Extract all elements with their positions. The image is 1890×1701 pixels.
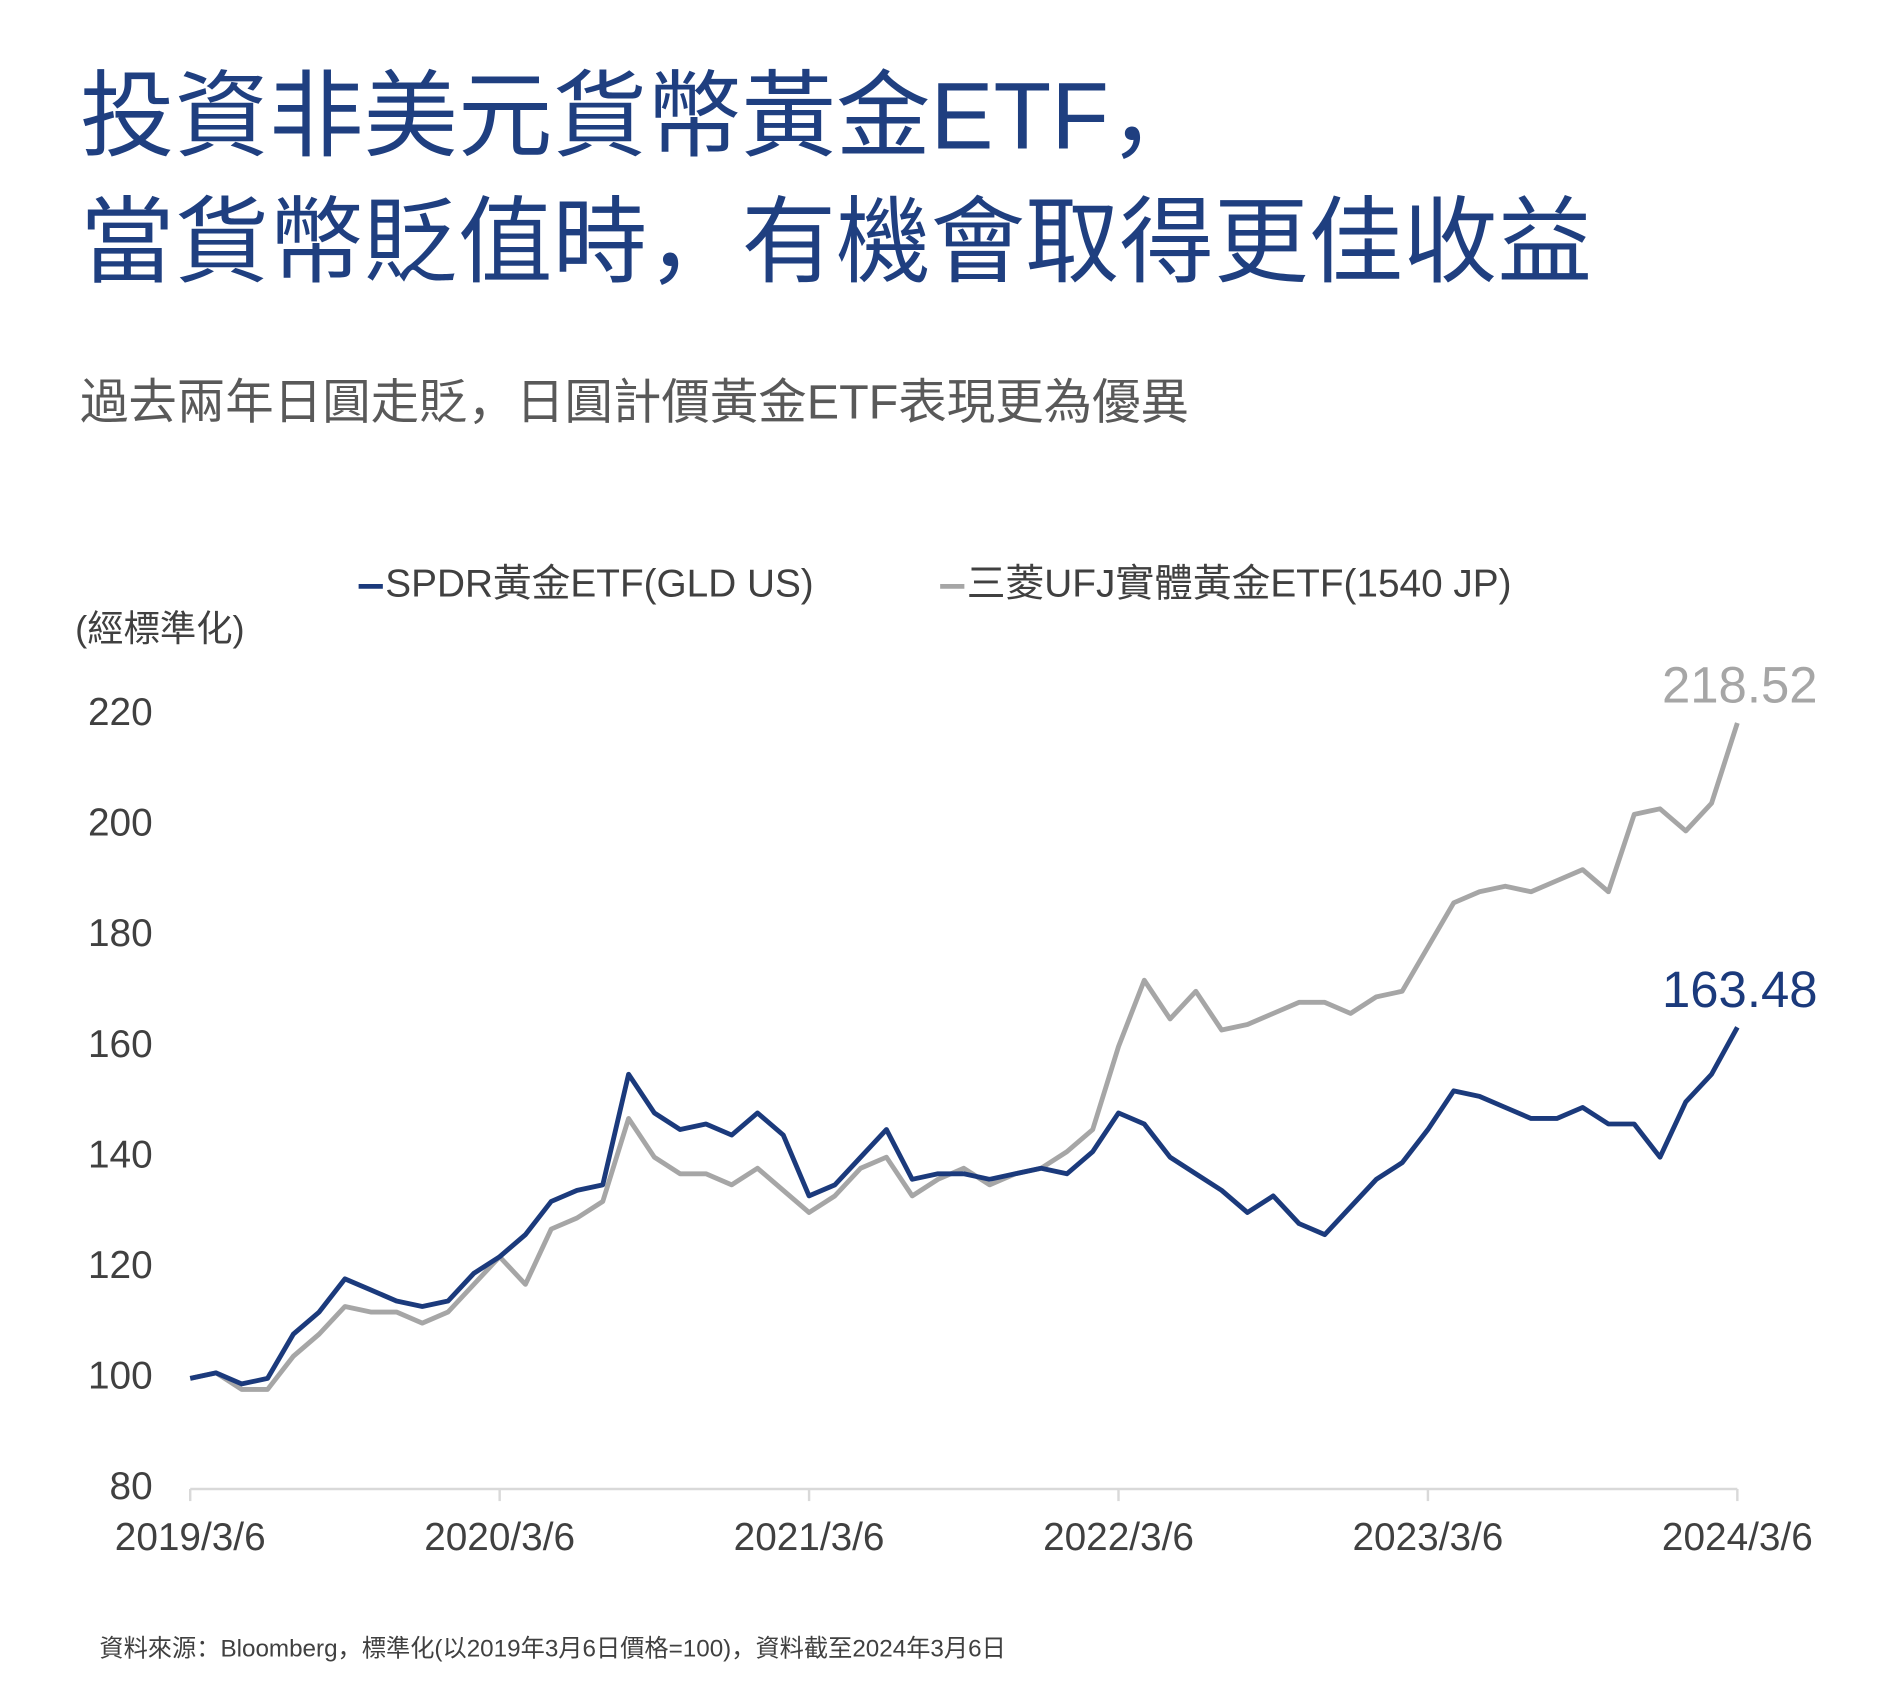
x-tick-label: 2019/3/6 xyxy=(115,1516,266,1559)
y-axis-label: (經標準化) xyxy=(75,608,245,649)
x-tick-label: 2024/3/6 xyxy=(1662,1516,1813,1559)
series-line xyxy=(189,1026,1740,1387)
value-label: 218.52 xyxy=(1662,657,1818,714)
y-tick-label: 140 xyxy=(88,1133,153,1176)
legend-label: SPDR黃金ETF(GLD US) xyxy=(385,563,813,606)
y-tick-label: 160 xyxy=(88,1023,153,1066)
x-tick-label: 2020/3/6 xyxy=(424,1516,575,1559)
x-tick-label: 2022/3/6 xyxy=(1043,1516,1194,1559)
title-line: 投資非美元貨幣黃金ETF， xyxy=(80,64,1203,170)
subtitle: 過去兩年日圓走貶，日圓計價黃金ETF表現更為優異 xyxy=(80,376,1189,430)
y-tick-label: 100 xyxy=(88,1355,153,1398)
y-tick-label: 220 xyxy=(88,691,153,734)
y-tick-label: 80 xyxy=(110,1465,153,1508)
y-tick-label: 200 xyxy=(88,802,153,845)
source: 資料來源：Bloomberg，標準化(以2019年3月6日價格=100)，資料截… xyxy=(99,1636,1005,1663)
y-tick-label: 180 xyxy=(88,912,153,955)
title-line: 當貨幣貶值時，有機會取得更佳收益 xyxy=(80,190,1592,296)
series-line xyxy=(189,722,1740,1392)
x-tick-label: 2021/3/6 xyxy=(734,1516,885,1559)
legend-label: 三菱UFJ實體黃金ETF(1540 JP) xyxy=(967,563,1512,606)
y-tick-label: 120 xyxy=(88,1244,153,1287)
x-tick-label: 2023/3/6 xyxy=(1352,1516,1503,1559)
value-label: 163.48 xyxy=(1662,961,1818,1018)
